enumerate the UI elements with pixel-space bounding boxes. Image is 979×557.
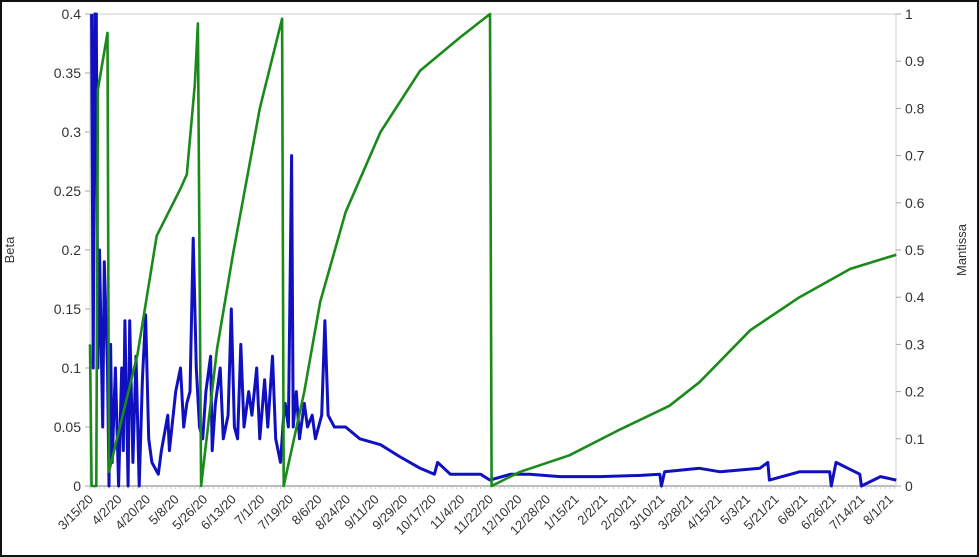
y-tick-label: 0.4 (62, 6, 82, 22)
y-tick-label: 0.15 (54, 301, 81, 317)
y-axis-label: Beta (2, 236, 17, 264)
y2-tick-label: 0.3 (905, 336, 925, 352)
y2-axis-label: Mantissa (954, 223, 969, 276)
y-tick-label: 0.35 (54, 65, 81, 81)
beta-series-line (90, 12, 897, 488)
y2-tick-label: 0 (905, 478, 913, 494)
y-tick-label: 0.25 (54, 183, 81, 199)
y2-tick-label: 0.9 (905, 53, 925, 69)
y2-tick-label: 0.1 (905, 431, 925, 447)
y2-tick-label: 0.8 (905, 100, 925, 116)
y2-tick-label: 0.6 (905, 195, 925, 211)
y2-tick-label: 0.4 (905, 289, 925, 305)
y2-tick-label: 1 (905, 6, 913, 22)
y2-tick-label: 0.2 (905, 384, 925, 400)
x-tick-label: 3/15/20 (55, 492, 96, 533)
x-tick-label: 8/1/21 (860, 492, 896, 528)
y2-tick-label: 0.7 (905, 148, 925, 164)
y-tick-label: 0 (73, 478, 81, 494)
y-tick-label: 0.1 (62, 360, 82, 376)
mantissa-series-line (88, 12, 897, 488)
y-tick-label: 0.2 (62, 242, 82, 258)
y2-tick-label: 0.5 (905, 242, 925, 258)
y-tick-label: 0.3 (62, 124, 82, 140)
y-tick-label: 0.05 (54, 419, 81, 435)
